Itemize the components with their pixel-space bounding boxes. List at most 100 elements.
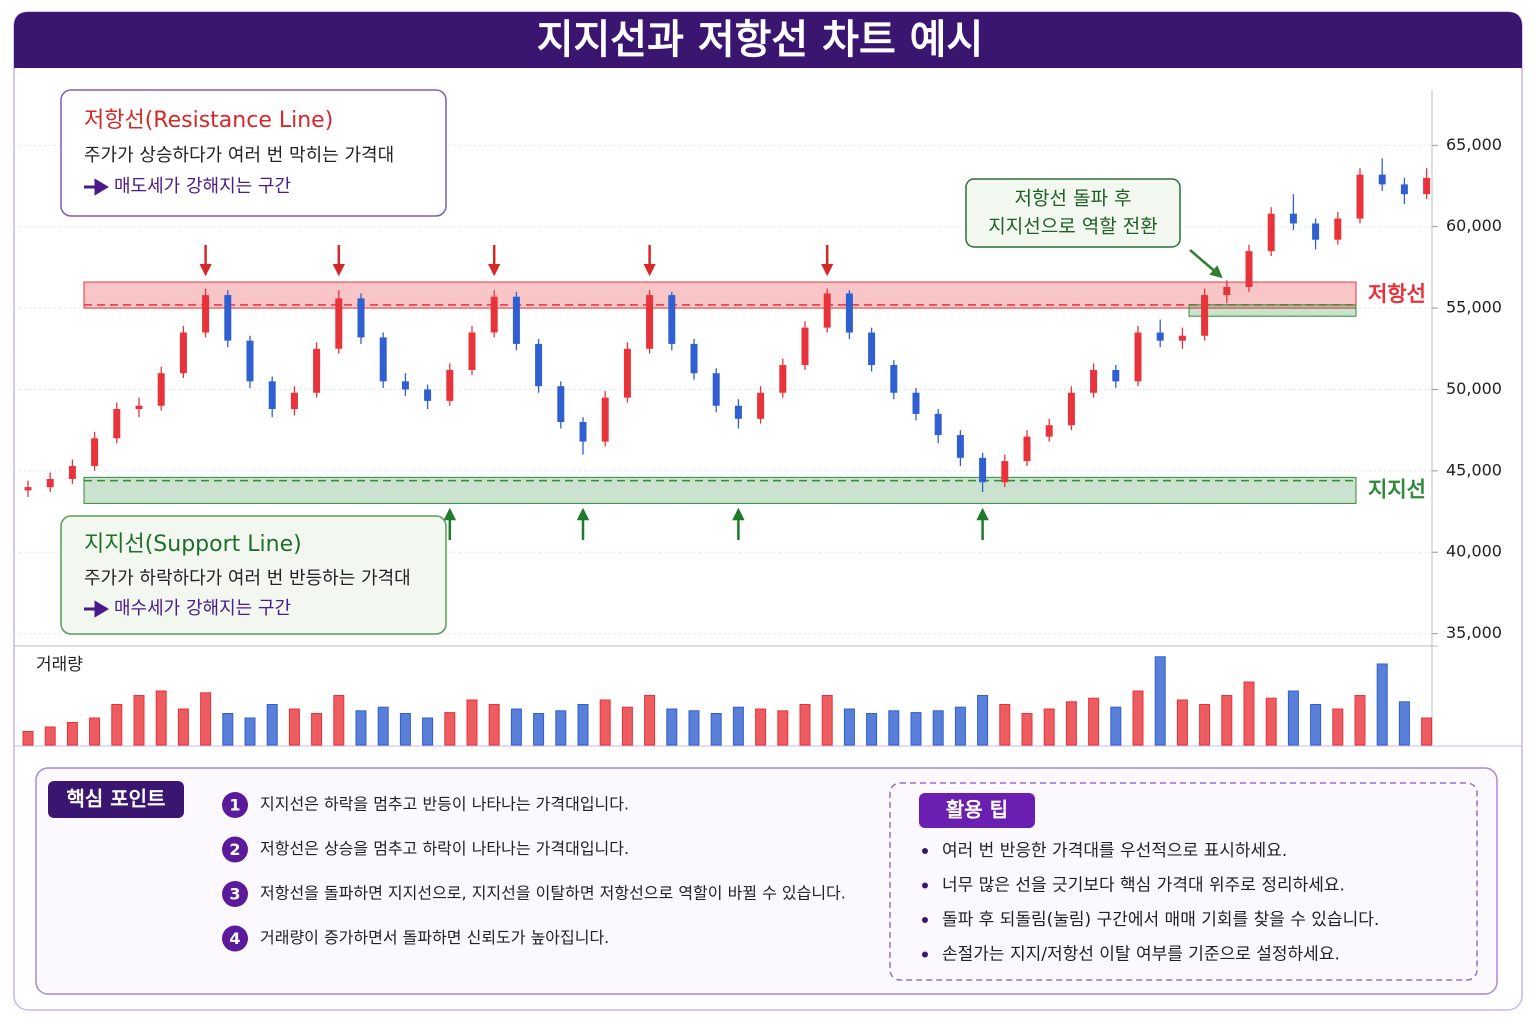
badge-text: 핵심 포인트 (67, 787, 166, 811)
volume-bar (533, 713, 545, 746)
volume-bar (1421, 717, 1433, 746)
point-text: 거래량이 증가하면서 돌파하면 신뢰도가 높아집니다. (260, 928, 609, 947)
candle-body (979, 457, 987, 483)
title: 지지선과 저항선 차트 예시 (537, 17, 984, 63)
volume-bar (1287, 690, 1299, 746)
candle-body (845, 293, 853, 333)
candle-body (757, 392, 765, 419)
tip-text: 너무 많은 선을 긋기보다 핵심 가격대 위주로 정리하세요. (942, 876, 1345, 896)
candle-body (202, 295, 210, 333)
candle-body (1001, 461, 1009, 483)
volume-bar (355, 710, 367, 746)
candle-body (779, 365, 787, 393)
volume-bar (821, 695, 833, 746)
candle-body (135, 405, 143, 410)
volume-bar (1021, 713, 1033, 746)
volume-bar (1332, 708, 1344, 746)
volume-bar (577, 704, 589, 746)
number-badge (222, 792, 248, 818)
candle-body (801, 327, 809, 366)
y-tick-label: 55,000 (1446, 298, 1502, 317)
volume-bar (333, 695, 345, 746)
volume-bar (866, 713, 878, 746)
candle-body (912, 392, 920, 414)
volume-bar (910, 712, 922, 746)
tips: 여러 번 반응한 가격대를 우선적으로 표시하세요. 너무 많은 선을 긋기보다 … (922, 841, 1379, 965)
volume-bar (599, 699, 611, 746)
volume-bar (732, 706, 744, 746)
volume-bar (399, 713, 411, 746)
candle-body (956, 435, 964, 458)
candle-body (268, 381, 276, 410)
volume-bar (177, 708, 189, 746)
volume-bar (755, 708, 767, 746)
volume-bar (977, 695, 989, 746)
candle-body (623, 348, 631, 398)
zone-band (83, 281, 1357, 309)
number-badge (222, 925, 248, 952)
title-bar (14, 12, 1522, 68)
candle-body (601, 397, 609, 442)
callout-title: 저항선(Resistance Line) (84, 108, 333, 133)
candle-body (1045, 425, 1053, 437)
callout-text: 주가가 하락하다가 여러 번 반등하는 가격대 (84, 568, 411, 589)
flip-zone (1188, 304, 1357, 317)
bullet (922, 882, 928, 889)
callout-arrow (84, 178, 109, 196)
candle-body (1267, 213, 1275, 252)
point-text: 저항선은 상승을 멈추고 하락이 나타나는 가격대입니다. (260, 839, 629, 858)
candle-body (868, 332, 876, 366)
volume-bar (510, 708, 522, 746)
volume-bar (155, 690, 167, 746)
candle-body (1356, 174, 1364, 219)
callout-box (965, 178, 1181, 248)
number-text: 1 (229, 796, 240, 815)
y-tick-label: 65,000 (1446, 135, 1502, 154)
candle-body (313, 348, 321, 393)
candle-body (468, 332, 476, 370)
volume-bar (1398, 701, 1410, 746)
candle-body (1312, 223, 1320, 240)
key-points: 1 지지선은 하락을 멈추고 반등이 나타나는 가격대입니다. 2 저항선은 상승을 … (222, 792, 846, 952)
tip-text: 돌파 후 되돌림(눌림) 구간에서 매매 기회를 찾을 수 있습니다. (942, 910, 1379, 930)
bullet (922, 848, 928, 854)
volume-bar (710, 713, 722, 746)
volume-bar (1176, 699, 1188, 746)
volume-bar (1265, 697, 1277, 746)
volume-bar (666, 708, 678, 746)
volume-bar (288, 708, 300, 746)
candle-body (668, 295, 676, 344)
number-badge (222, 881, 248, 907)
candle-body (1178, 335, 1186, 341)
volume-bar (1199, 704, 1211, 746)
y-tick-label: 60,000 (1446, 216, 1502, 235)
volume-bar (311, 713, 323, 746)
volume-bar (266, 704, 278, 746)
candle-body (91, 438, 99, 466)
candle-body (646, 295, 654, 349)
candle-body (1400, 184, 1408, 195)
candle-body (712, 373, 720, 406)
callout-text: 저항선 돌파 후 (1015, 188, 1132, 210)
candle-body (1423, 177, 1431, 195)
candle-body (446, 369, 454, 401)
callout-box (60, 89, 447, 217)
zone-label: 지지선 (1368, 477, 1426, 501)
badge (48, 781, 184, 818)
volume-bar (843, 708, 855, 746)
volume-bar (688, 710, 700, 746)
volume-bar (222, 713, 234, 746)
candle-body (157, 373, 165, 406)
bottom-panel (35, 767, 1498, 995)
volume-bar (22, 731, 34, 746)
volume-bar (422, 717, 434, 746)
volume-bar (1243, 681, 1255, 746)
zone-label: 저항선 (1368, 282, 1426, 306)
callout-note: 매수세가 강해지는 구간 (114, 598, 291, 619)
volume-bar (444, 712, 456, 746)
volume-bar (200, 692, 212, 746)
candle-body (246, 340, 254, 382)
number-text: 2 (229, 840, 240, 859)
candle-body (890, 365, 898, 393)
badge-text: 활용 팁 (946, 798, 1008, 822)
